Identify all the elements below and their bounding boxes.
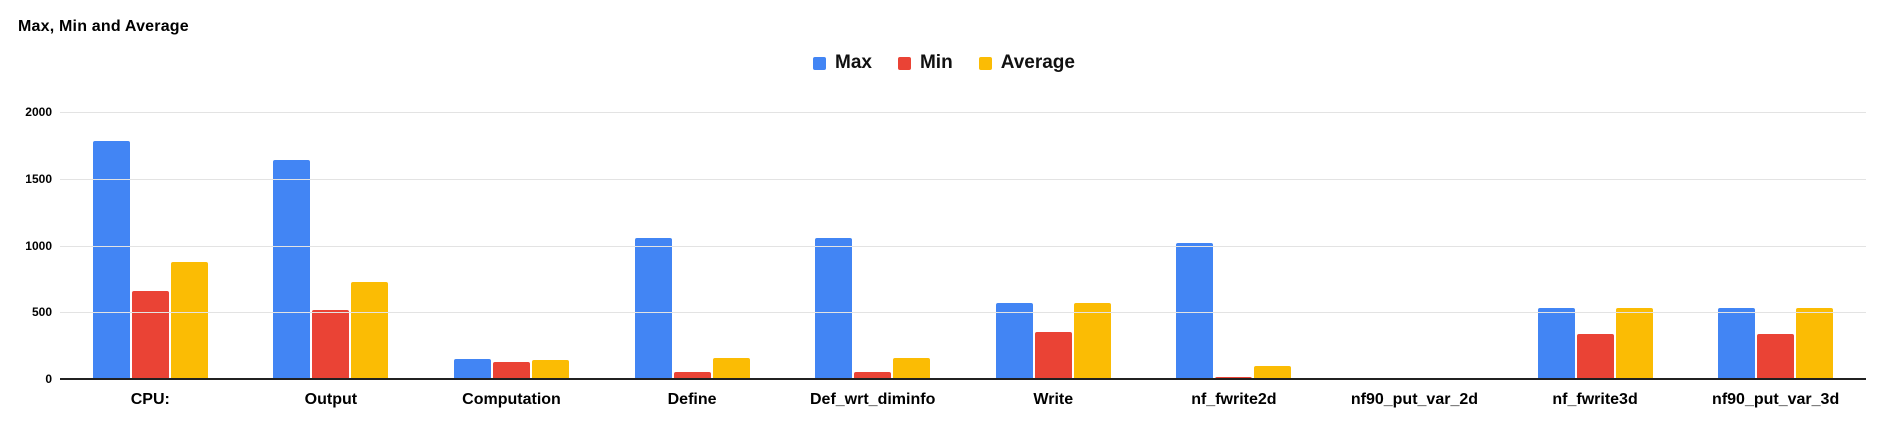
bar-average-cpu [170,262,208,379]
bar-group-nf-fwrite2d [1144,112,1325,379]
bar-max-nf-fwrite3d [1537,307,1575,379]
bar-groups [60,112,1866,379]
x-axis-label-write: Write [1033,391,1074,408]
chart-legend: Max Min Average [0,52,1888,74]
x-axis-line [60,378,1866,380]
bar-group-computation [421,112,602,379]
x-axis-label-nf-fwrite3d: nf_fwrite3d [1552,391,1638,408]
plot-area [60,112,1866,380]
y-tick-label-1500: 1500 [25,171,52,186]
bar-max-output [273,160,311,379]
bar-average-def-wrt-diminfo [893,358,931,379]
bar-average-nf-fwrite3d [1615,308,1653,379]
legend-item-min[interactable]: Min [897,52,953,74]
bar-group-cpu [60,112,241,379]
bar-max-define [634,237,672,379]
bar-min-computation [492,361,530,379]
bar-average-nf90-put-var-3d [1796,307,1834,379]
bar-max-cpu [92,141,130,379]
bar-average-nf-fwrite2d [1254,365,1292,379]
bar-max-nf90-put-var-3d [1718,307,1756,379]
y-tick-label-500: 500 [31,305,52,320]
y-tick-label-0: 0 [45,372,52,386]
chart-title: Max, Min and Average [18,18,189,35]
x-axis-label-nf90-put-var-3d: nf90_put_var_3d [1712,391,1840,408]
bar-max-write [995,302,1033,379]
bar-average-output [351,282,389,379]
bar-max-nf-fwrite2d [1176,242,1214,379]
bar-group-output [241,112,422,379]
bar-min-nf90-put-var-3d [1757,333,1795,379]
legend-swatch-max-icon [813,56,826,70]
bar-average-computation [531,360,569,379]
x-axis-label-define: Define [667,391,717,408]
bar-group-def-wrt-diminfo [782,112,963,379]
legend-label-min: Min [919,52,953,73]
bar-group-nf-fwrite3d [1505,112,1686,379]
bar-min-write [1034,332,1072,379]
y-tick-label-1000: 1000 [25,238,52,253]
gridline-1000 [60,245,1866,247]
bar-group-define [602,112,783,379]
legend-item-average[interactable]: Average [978,52,1075,74]
bar-max-def-wrt-diminfo [815,237,853,379]
bar-group-nf90-put-var-3d [1685,112,1866,379]
gridline-1500 [60,178,1866,180]
x-axis-label-nf-fwrite2d: nf_fwrite2d [1191,391,1277,408]
gridline-500 [60,312,1866,314]
bar-min-nf-fwrite3d [1576,333,1614,379]
bar-min-cpu [131,290,169,379]
x-axis-label-def-wrt-diminfo: Def_wrt_diminfo [810,391,936,408]
legend-swatch-min-icon [897,56,911,70]
legend-label-max: Max [835,52,872,73]
y-tick-label-2000: 2000 [25,105,52,119]
bar-min-define [673,371,711,379]
bar-group-write [963,112,1144,379]
bar-min-def-wrt-diminfo [854,372,892,379]
legend-item-max[interactable]: Max [813,52,872,74]
legend-swatch-average-icon [978,56,992,70]
bar-average-define [712,357,750,379]
x-axis-label-output: Output [304,391,358,408]
x-axis-label-computation: Computation [462,391,561,408]
legend-label-average: Average [1000,52,1075,73]
x-axis-label-cpu: CPU: [130,391,170,408]
x-axis-labels: CPU: Output Computation Define Def_wrt_dimin… [60,391,1866,409]
bar-min-output [312,309,350,379]
bar-max-computation [453,358,491,379]
x-axis-label-nf90-put-var-2d: nf90_put_var_2d [1350,391,1479,408]
bar-average-write [1073,302,1111,379]
gridline-2000 [60,112,1866,113]
